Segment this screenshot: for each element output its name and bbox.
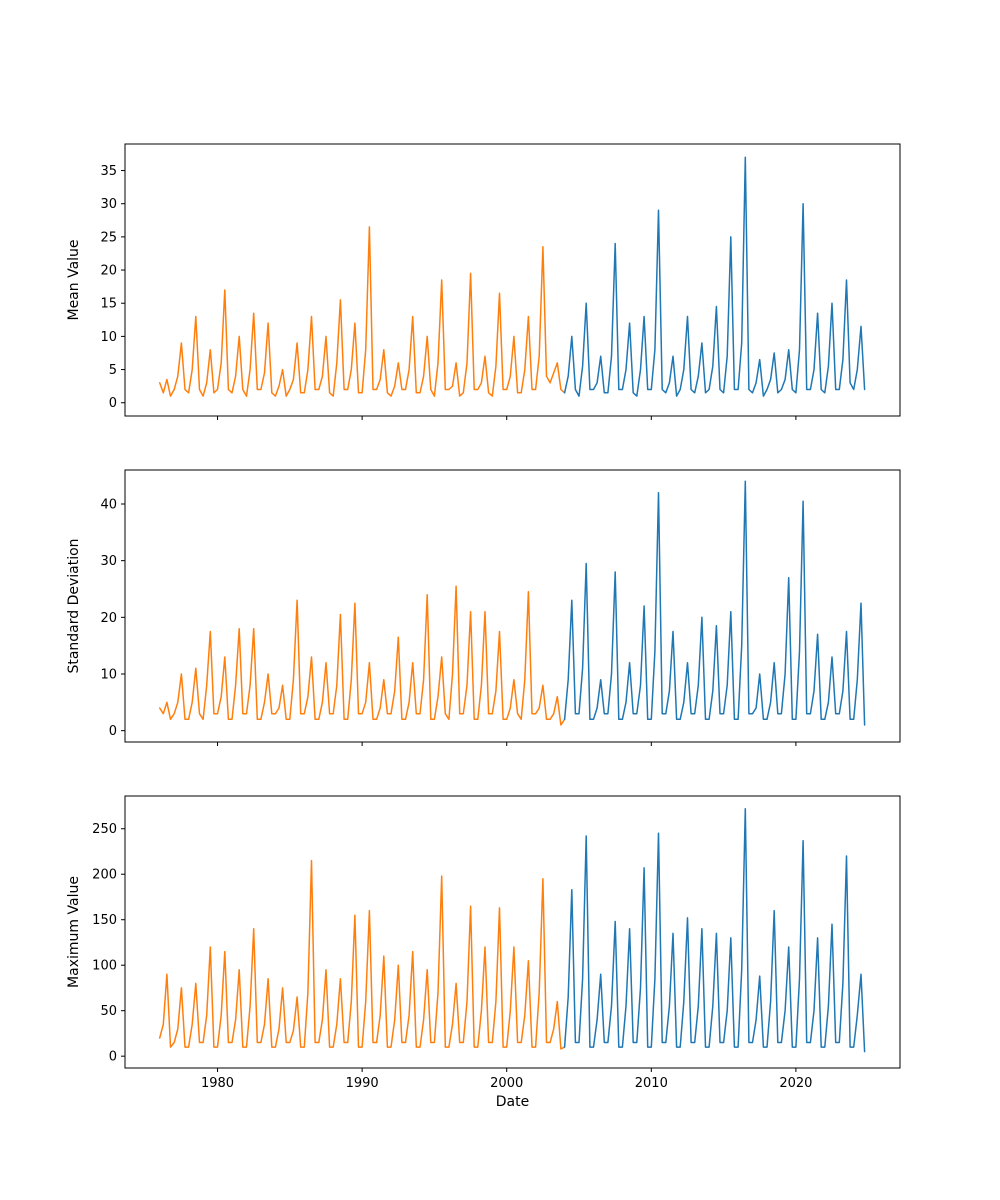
- y-axis-label-std: Standard Deviation: [66, 538, 82, 673]
- series-std-recent: [563, 480, 866, 726]
- series-std-historic: [158, 585, 566, 726]
- y-axis-label-mean: Mean Value: [66, 239, 82, 320]
- x-tick-label: 2010: [635, 1076, 668, 1091]
- y-tick-label: 5: [109, 363, 117, 378]
- x-axis-label: Date: [496, 1094, 529, 1110]
- y-tick-label: 30: [100, 197, 117, 212]
- y-tick-label: 35: [100, 164, 117, 179]
- y-tick-label: 150: [92, 913, 117, 928]
- series-mean-recent: [563, 156, 866, 397]
- series-max-historic: [158, 859, 566, 1050]
- y-tick-label: 10: [100, 330, 117, 345]
- subplot-max: 0 50 100 150 200 250 1980 1990 2000 2010 2020 Maxim…: [66, 795, 901, 1110]
- y-tick-label: 200: [92, 868, 117, 883]
- y-tick-label: 30: [100, 554, 117, 569]
- y-tick-label: 250: [92, 822, 117, 837]
- x-tick-label: 2020: [779, 1076, 812, 1091]
- y-tick-label: 20: [100, 264, 117, 279]
- series-max-recent: [563, 807, 866, 1053]
- y-axis-label-max: Maximum Value: [66, 876, 82, 988]
- y-tick-label: 20: [100, 611, 117, 626]
- y-tick-label: 100: [92, 959, 117, 974]
- y-tick-label: 10: [100, 668, 117, 683]
- y-tick-label: 0: [109, 1050, 117, 1065]
- x-tick-label: 2000: [490, 1076, 523, 1091]
- y-tick-label: 25: [100, 230, 117, 245]
- series-mean-historic: [158, 226, 566, 397]
- x-tick-label: 1980: [201, 1076, 234, 1091]
- y-tick-label: 40: [100, 498, 117, 513]
- axes-frame: [124, 143, 901, 417]
- axes-frame: [124, 795, 901, 1069]
- y-tick-label: 15: [100, 297, 117, 312]
- x-tick-label: 1990: [346, 1076, 379, 1091]
- y-tick-label: 0: [109, 724, 117, 739]
- y-tick-label: 0: [109, 396, 117, 411]
- y-tick-label: 50: [100, 1004, 117, 1019]
- subplot-mean: 0 5 10 15 20 25 30 35 Mean Value: [66, 143, 901, 420]
- axes-frame: [124, 469, 901, 743]
- subplot-std: 0 10 20 30 40 Standard Deviation: [66, 469, 901, 746]
